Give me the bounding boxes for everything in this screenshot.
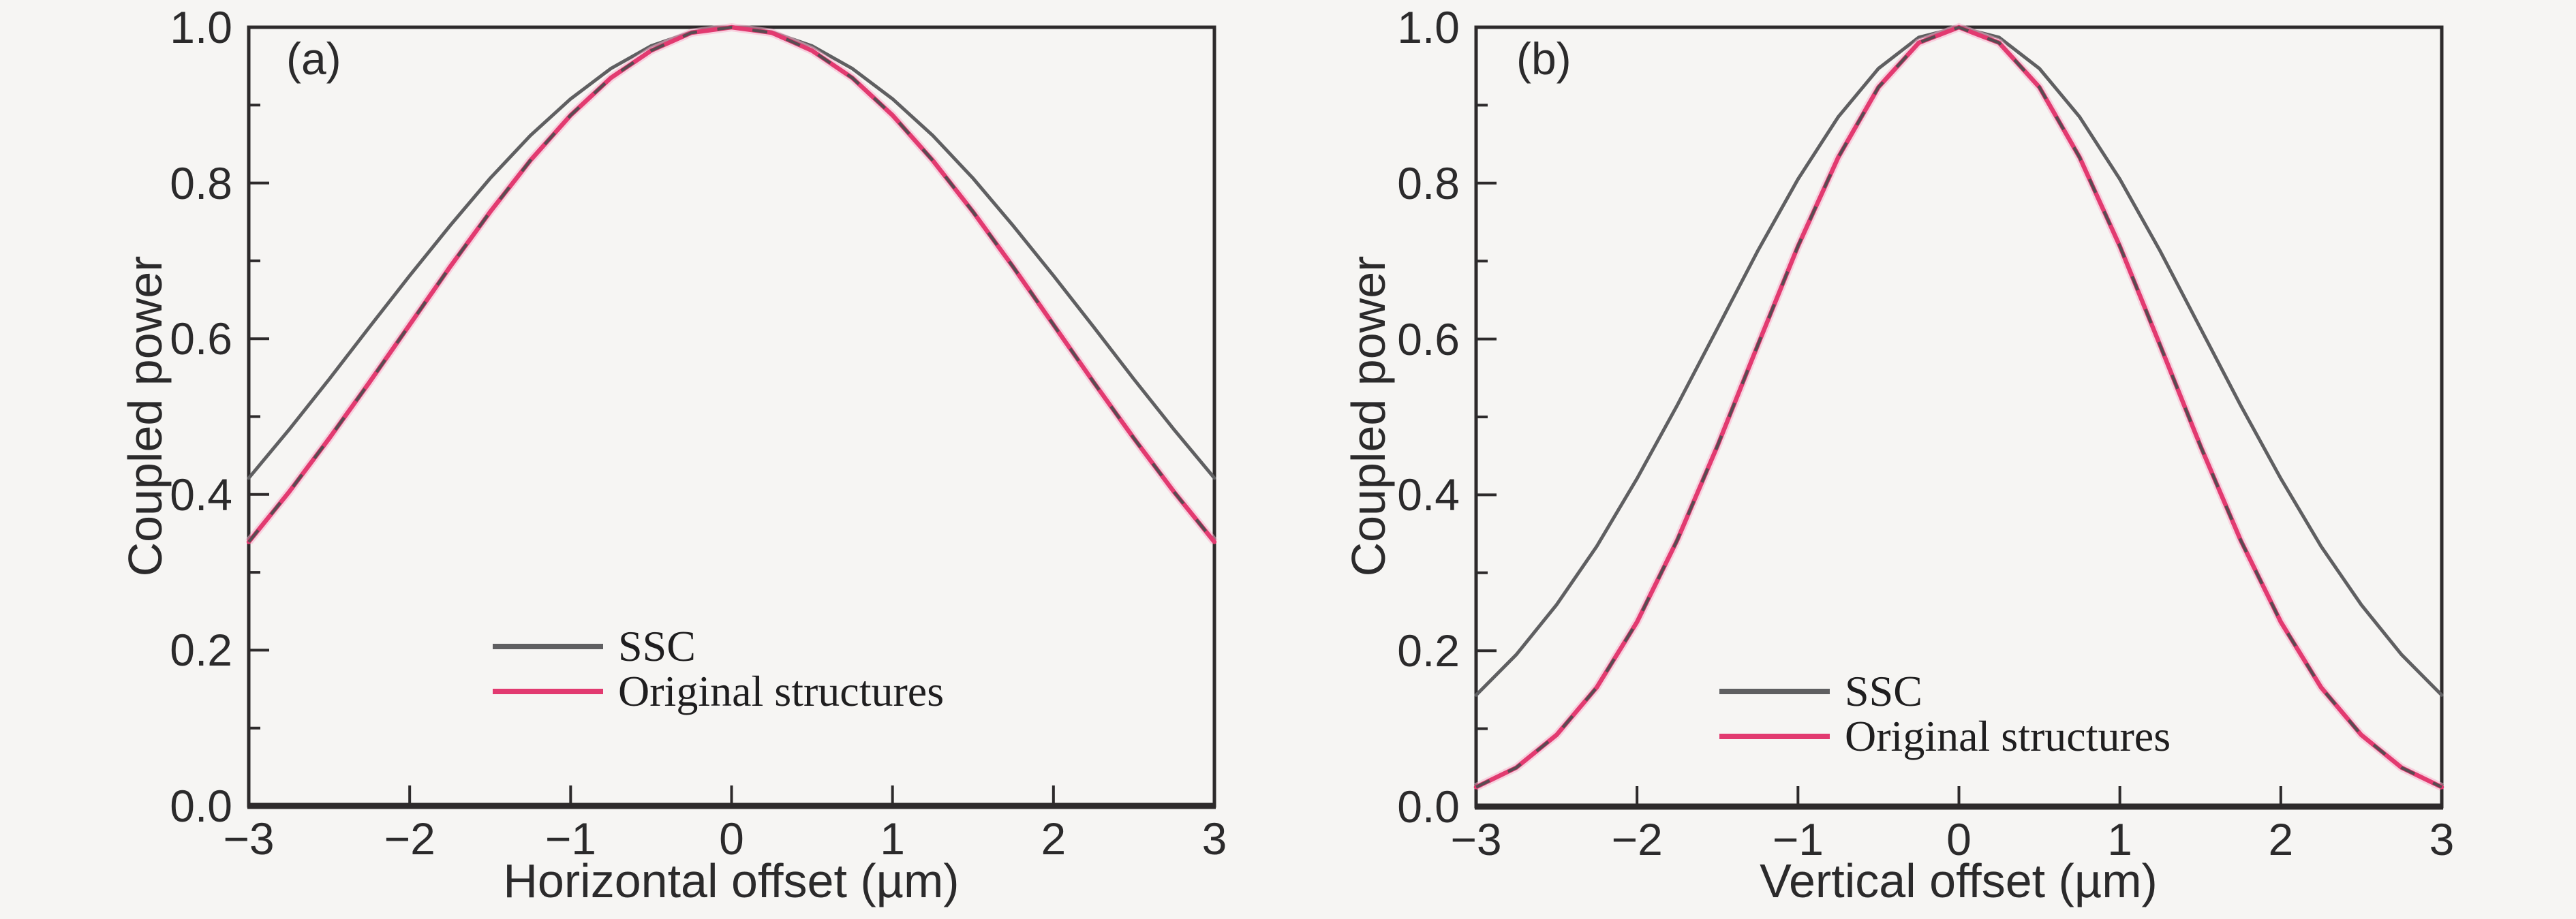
- panel-a-tag: (a): [286, 33, 341, 84]
- x-tick-label: −1: [1772, 814, 1824, 865]
- y-tick-label: 0.8: [1397, 157, 1460, 208]
- y-tick-label: 0.0: [170, 781, 232, 831]
- y-tick-label: 0.2: [1397, 625, 1460, 676]
- x-tick-label: −3: [223, 813, 275, 864]
- x-tick-label: 2: [2268, 814, 2294, 865]
- x-tick-label: 1: [2107, 814, 2133, 865]
- y-tick-label: 1.0: [170, 2, 232, 52]
- y-tick-label: 0.6: [1397, 313, 1460, 364]
- x-tick-label: 0: [1946, 814, 1972, 865]
- y-axis-label-a: Coupled power: [119, 255, 172, 577]
- ssc-curve: [247, 25, 1216, 480]
- y-tick-label: 0.4: [170, 469, 232, 520]
- y-tick-label: 0.0: [1397, 781, 1460, 832]
- original-curve-halo: [245, 22, 1218, 545]
- legend-label-ssc: SSC: [1845, 667, 1922, 715]
- x-axis-label-a: Horizontal offset (µm): [503, 854, 960, 907]
- original-line-sample: [493, 689, 603, 694]
- legend-item-ssc: SSC: [493, 622, 944, 670]
- original-line-sample: [1719, 734, 1830, 739]
- legend-item-original: Original structures: [1719, 712, 2171, 760]
- x-tick-label: 1: [880, 813, 906, 864]
- original-curve-dash-overlay: [1475, 25, 2442, 789]
- y-axis-label-b: Coupled power: [1342, 255, 1395, 577]
- original-curve-dash-overlay: [247, 25, 1216, 543]
- ssc-line-sample: [493, 644, 603, 649]
- legend-label-ssc: SSC: [618, 622, 696, 670]
- legend-item-original: Original structures: [493, 667, 945, 715]
- x-tick-label: 2: [1041, 813, 1067, 864]
- x-tick-label: −2: [1611, 814, 1663, 865]
- y-tick-label: 0.2: [170, 625, 232, 676]
- ssc-curve: [1474, 25, 2444, 697]
- x-tick-label: 0: [719, 813, 744, 864]
- x-tick-label: 3: [1201, 813, 1227, 864]
- y-tick-label: 0.6: [170, 313, 232, 364]
- legend-item-ssc: SSC: [1719, 667, 2171, 715]
- legend-label-original: Original structures: [618, 667, 945, 715]
- legend-a: SSC Original structures: [493, 622, 945, 715]
- original-curve: [246, 25, 1217, 544]
- ssc-line-sample: [1719, 689, 1830, 694]
- x-tick-label: −1: [545, 813, 596, 864]
- x-tick-label: −2: [384, 813, 435, 864]
- y-tick-label: 0.4: [1397, 469, 1460, 520]
- y-tick-label: 0.8: [170, 157, 232, 208]
- x-axis-label-b: Vertical offset (µm): [1760, 854, 2158, 907]
- legend-label-original: Original structures: [1845, 712, 2171, 760]
- x-tick-label: −3: [1450, 814, 1502, 865]
- y-tick-label: 1.0: [1397, 2, 1460, 52]
- x-tick-label: 3: [2429, 814, 2455, 865]
- legend-b: SSC Original structures: [1719, 667, 2171, 760]
- panel-b-tag: (b): [1516, 33, 1571, 84]
